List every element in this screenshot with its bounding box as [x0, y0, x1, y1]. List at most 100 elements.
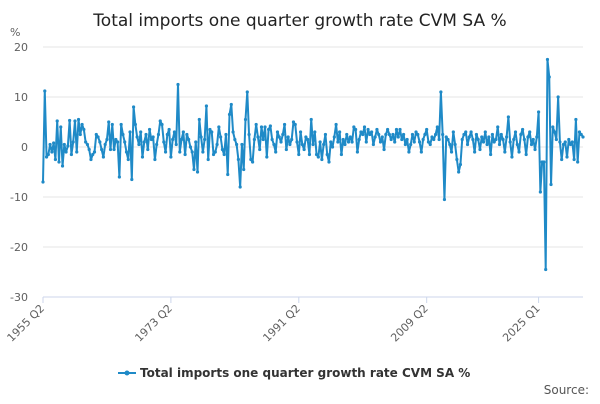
data-point[interactable]	[506, 115, 510, 119]
data-point[interactable]	[192, 167, 196, 172]
data-point[interactable]	[334, 122, 338, 127]
data-point[interactable]	[505, 135, 509, 139]
data-point[interactable]	[279, 140, 283, 144]
data-point[interactable]	[551, 125, 555, 129]
data-point[interactable]	[265, 155, 269, 159]
data-point[interactable]	[147, 127, 152, 132]
data-point[interactable]	[210, 130, 214, 134]
legend[interactable]: Total imports one quarter growth rate CV…	[118, 366, 470, 380]
data-point[interactable]	[245, 90, 249, 94]
data-point[interactable]	[52, 141, 56, 145]
data-point[interactable]	[123, 140, 127, 144]
data-point[interactable]	[357, 137, 361, 142]
data-point[interactable]	[558, 140, 562, 144]
data-point[interactable]	[462, 132, 466, 137]
data-point[interactable]	[531, 137, 535, 142]
data-point[interactable]	[409, 142, 413, 147]
data-point[interactable]	[526, 135, 530, 139]
data-point[interactable]	[258, 147, 262, 152]
data-point[interactable]	[117, 175, 121, 179]
data-point[interactable]	[242, 167, 246, 172]
data-point[interactable]	[345, 132, 349, 137]
data-point[interactable]	[96, 135, 100, 139]
data-point[interactable]	[272, 142, 276, 147]
data-point[interactable]	[80, 122, 84, 127]
data-point[interactable]	[261, 137, 265, 142]
data-point[interactable]	[499, 132, 503, 137]
data-point[interactable]	[426, 140, 431, 144]
data-point[interactable]	[254, 122, 258, 127]
data-point[interactable]	[149, 137, 153, 142]
data-point[interactable]	[75, 150, 79, 154]
data-point[interactable]	[579, 132, 583, 137]
data-point[interactable]	[389, 137, 393, 142]
data-point[interactable]	[412, 140, 416, 144]
data-point[interactable]	[401, 132, 406, 137]
data-point[interactable]	[508, 140, 512, 144]
data-point[interactable]	[449, 150, 454, 154]
data-point[interactable]	[190, 150, 194, 154]
data-point[interactable]	[94, 132, 98, 137]
data-point[interactable]	[352, 125, 356, 129]
data-point[interactable]	[515, 142, 519, 147]
data-point[interactable]	[370, 130, 374, 134]
data-point[interactable]	[417, 140, 422, 144]
data-point[interactable]	[181, 130, 185, 134]
data-point[interactable]	[316, 155, 320, 159]
data-point[interactable]	[368, 132, 372, 137]
data-point[interactable]	[510, 155, 514, 159]
data-point[interactable]	[536, 110, 541, 114]
data-point[interactable]	[291, 120, 296, 124]
data-point[interactable]	[544, 267, 548, 272]
data-point[interactable]	[387, 132, 391, 137]
data-point[interactable]	[60, 164, 65, 168]
data-point[interactable]	[458, 162, 463, 167]
data-point[interactable]	[153, 157, 157, 162]
data-point[interactable]	[355, 150, 360, 154]
data-point[interactable]	[155, 142, 159, 147]
data-point[interactable]	[256, 135, 260, 139]
data-point[interactable]	[208, 127, 212, 132]
data-point[interactable]	[114, 137, 118, 142]
data-point[interactable]	[576, 160, 580, 164]
data-point[interactable]	[441, 132, 445, 137]
data-point[interactable]	[151, 135, 155, 139]
data-point[interactable]	[359, 130, 363, 134]
data-point[interactable]	[451, 130, 455, 134]
data-point[interactable]	[556, 95, 560, 99]
data-point[interactable]	[266, 127, 271, 132]
data-point[interactable]	[545, 57, 550, 62]
data-point[interactable]	[442, 197, 447, 202]
data-point[interactable]	[185, 132, 189, 137]
data-point[interactable]	[263, 125, 267, 129]
data-point[interactable]	[377, 132, 381, 137]
data-point[interactable]	[187, 137, 191, 142]
data-point[interactable]	[481, 140, 486, 144]
data-point[interactable]	[124, 150, 129, 154]
data-point[interactable]	[284, 147, 288, 152]
data-point[interactable]	[542, 160, 546, 164]
data-point[interactable]	[91, 152, 95, 157]
data-point[interactable]	[251, 160, 255, 164]
data-point[interactable]	[570, 140, 574, 144]
data-point[interactable]	[554, 137, 558, 142]
data-point[interactable]	[323, 132, 328, 137]
data-point[interactable]	[471, 137, 475, 142]
data-point[interactable]	[501, 137, 505, 142]
data-point[interactable]	[85, 142, 90, 147]
data-point[interactable]	[341, 137, 345, 142]
data-point[interactable]	[295, 140, 299, 144]
data-point[interactable]	[199, 135, 203, 139]
data-point[interactable]	[163, 150, 168, 154]
data-point[interactable]	[309, 117, 313, 122]
data-point[interactable]	[274, 150, 278, 154]
data-point[interactable]	[135, 135, 139, 139]
data-point[interactable]	[338, 130, 342, 134]
data-point[interactable]	[416, 132, 420, 137]
data-point[interactable]	[433, 132, 438, 137]
data-point[interactable]	[444, 135, 448, 139]
data-point[interactable]	[89, 157, 93, 162]
data-point[interactable]	[467, 135, 471, 139]
data-point[interactable]	[249, 157, 253, 162]
data-point[interactable]	[162, 140, 166, 144]
